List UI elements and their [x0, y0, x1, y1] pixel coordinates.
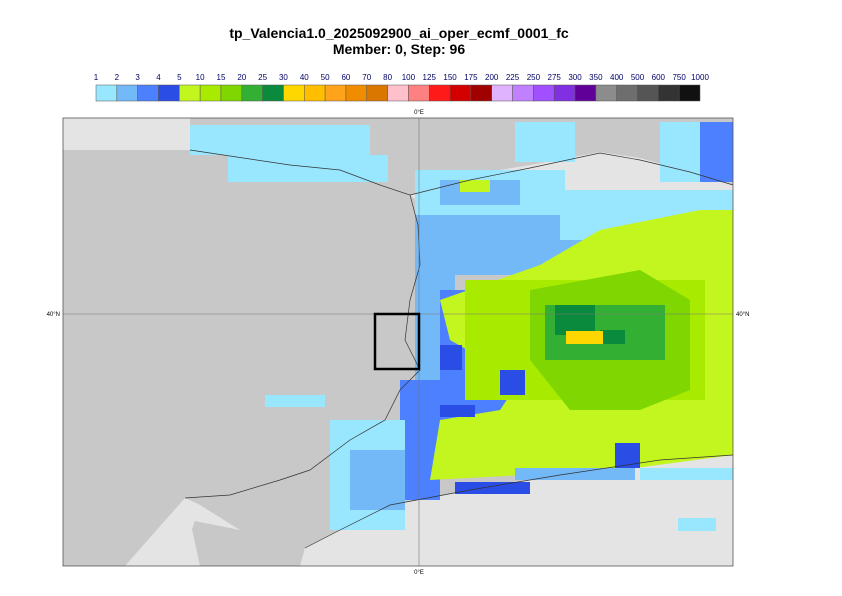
legend-swatch [408, 84, 430, 102]
legend-level: 3 [135, 73, 140, 82]
legend-level: 100 [402, 73, 416, 82]
coastline [184, 149, 421, 499]
legend-swatch [658, 84, 680, 102]
legend-level: 20 [237, 73, 246, 82]
color-legend: 1 2 3 4 5 10 15 20 25 30 40 50 60 70 80 100 125 150 175 200… [94, 73, 709, 102]
legend-swatch [595, 84, 617, 102]
legend-swatch [678, 84, 701, 102]
legend-level: 40 [300, 73, 309, 82]
focus-box [373, 312, 421, 371]
legend-level: 60 [341, 73, 350, 82]
legend-level: 150 [443, 73, 457, 82]
legend-level: 400 [610, 73, 624, 82]
legend-swatch [553, 84, 576, 102]
sea [125, 498, 200, 566]
map-area [62, 117, 734, 567]
sea [63, 118, 190, 150]
legend-level: 2 [115, 73, 120, 82]
parallel-label: 40°N [736, 312, 749, 318]
legend-level: 50 [321, 73, 330, 82]
legend-level: 600 [652, 73, 666, 82]
legend-swatch [324, 84, 347, 102]
legend-level: 80 [383, 73, 392, 82]
legend-level: 1 [94, 73, 99, 82]
legend-swatch [470, 84, 492, 102]
legend-level: 5 [177, 73, 182, 82]
legend-level: 300 [568, 73, 582, 82]
coastline [409, 152, 734, 196]
legend-level: 15 [217, 73, 226, 82]
legend-level: 25 [258, 73, 267, 82]
legend-swatch [137, 84, 159, 102]
legend-level: 225 [506, 73, 520, 82]
legend-level: 750 [672, 73, 686, 82]
legend-level: 4 [156, 73, 161, 82]
legend-swatch [116, 84, 138, 102]
legend-swatch [179, 84, 201, 102]
legend-swatch [449, 84, 472, 102]
legend-swatch [220, 84, 243, 102]
legend-swatch [241, 84, 263, 102]
legend-level: 30 [279, 73, 288, 82]
legend-level: 200 [485, 73, 499, 82]
meridian-label: 0°E [414, 110, 424, 116]
legend-level: 10 [196, 73, 205, 82]
legend-level: 175 [464, 73, 478, 82]
legend-level: 275 [548, 73, 562, 82]
legend-swatch [533, 84, 555, 102]
legend-swatch [387, 84, 409, 102]
legend-swatch [512, 84, 534, 102]
legend-swatch [491, 84, 513, 102]
legend-swatch [345, 84, 368, 102]
legend-swatch [616, 84, 638, 102]
legend-swatch [199, 84, 222, 102]
land [190, 520, 305, 566]
coastline [304, 454, 734, 549]
legend-level: 350 [589, 73, 603, 82]
legend-swatch [158, 84, 180, 102]
title: tp_Valencia1.0_2025092900_ai_oper_ecmf_0… [229, 25, 569, 41]
parallel-label: 40°N [47, 312, 60, 318]
legend-level: 125 [423, 73, 437, 82]
legend-swatch [262, 84, 284, 102]
legend-swatch [366, 84, 388, 102]
legend-swatch [428, 84, 451, 102]
legend-swatch [304, 84, 326, 102]
precipitation [190, 122, 733, 531]
legend-swatch [637, 84, 659, 102]
legend-level: 70 [362, 73, 371, 82]
meridian-label: 0°E [414, 570, 424, 576]
subtitle: Member: 0, Step: 96 [333, 41, 465, 57]
legend-swatch [283, 84, 305, 102]
legend-level: 500 [631, 73, 645, 82]
legend-swatch [574, 84, 597, 102]
legend-level: 1000 [691, 73, 709, 82]
legend-level: 250 [527, 73, 541, 82]
legend-swatch [95, 84, 118, 102]
frame [62, 117, 734, 567]
